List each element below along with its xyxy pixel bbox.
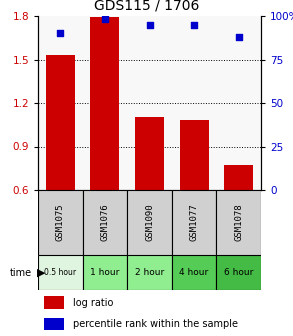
Text: GSM1078: GSM1078	[234, 204, 243, 241]
Point	[236, 34, 241, 40]
Text: 0.5 hour: 0.5 hour	[44, 268, 76, 277]
Bar	[172, 190, 217, 255]
Text: 4 hour: 4 hour	[180, 268, 209, 277]
Text: GDS115 / 1706: GDS115 / 1706	[94, 0, 199, 13]
Point	[147, 22, 152, 28]
Bar	[127, 255, 172, 290]
Point	[58, 31, 63, 36]
Text: ▶: ▶	[37, 267, 45, 278]
Text: percentile rank within the sample: percentile rank within the sample	[73, 319, 238, 329]
Text: 2 hour: 2 hour	[135, 268, 164, 277]
Bar	[46, 55, 75, 190]
Bar	[83, 255, 127, 290]
Bar	[127, 190, 172, 255]
Text: GSM1076: GSM1076	[100, 204, 109, 241]
Bar	[172, 255, 217, 290]
Text: 1 hour: 1 hour	[90, 268, 120, 277]
Text: GSM1077: GSM1077	[190, 204, 199, 241]
Bar	[135, 118, 164, 190]
Text: GSM1075: GSM1075	[56, 204, 65, 241]
Bar	[83, 190, 127, 255]
Text: GSM1090: GSM1090	[145, 204, 154, 241]
Point	[103, 17, 107, 22]
Text: time: time	[10, 267, 32, 278]
Point	[192, 22, 196, 28]
Bar	[224, 165, 253, 190]
Bar	[217, 190, 261, 255]
Bar	[91, 17, 119, 190]
Bar	[38, 190, 83, 255]
Text: log ratio: log ratio	[73, 298, 113, 308]
Bar	[217, 255, 261, 290]
Bar	[38, 255, 83, 290]
Bar	[180, 120, 209, 190]
Text: 6 hour: 6 hour	[224, 268, 253, 277]
Bar	[44, 296, 64, 309]
Bar	[44, 318, 64, 331]
